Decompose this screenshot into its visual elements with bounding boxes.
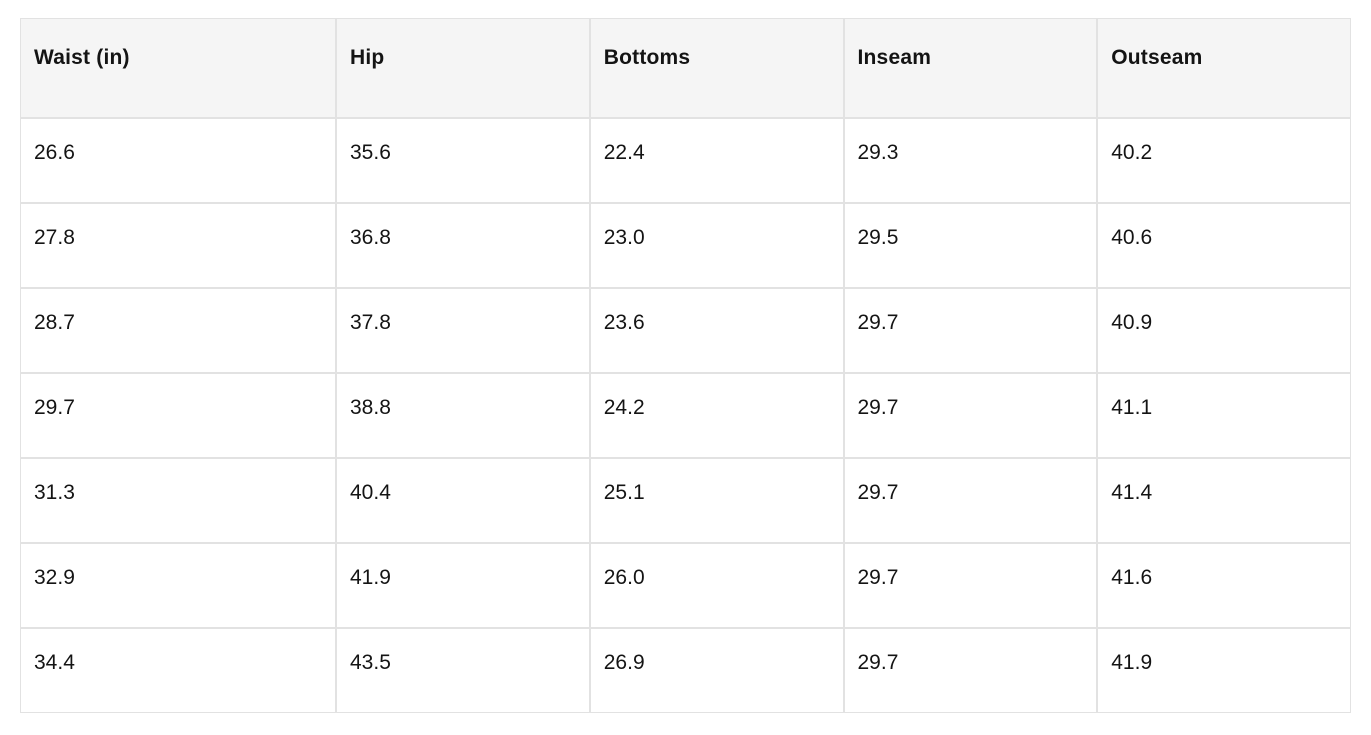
column-header: Hip [336, 18, 590, 118]
table-cell: 28.7 [20, 288, 336, 373]
table-cell: 31.3 [20, 458, 336, 543]
table-row: 31.3 40.4 25.1 29.7 41.4 [20, 458, 1351, 543]
column-header: Outseam [1097, 18, 1351, 118]
table-cell: 38.8 [336, 373, 590, 458]
table-row: 34.4 43.5 26.9 29.7 41.9 [20, 628, 1351, 713]
table-cell: 27.8 [20, 203, 336, 288]
table-cell: 24.2 [589, 373, 844, 458]
table-row: 28.7 37.8 23.6 29.7 40.9 [20, 288, 1351, 373]
column-header: Inseam [843, 18, 1098, 118]
table-cell: 41.9 [1097, 628, 1351, 713]
table-cell: 22.4 [589, 118, 844, 203]
table-row: 32.9 41.9 26.0 29.7 41.6 [20, 543, 1351, 628]
table-header: Waist (in) Hip Bottoms Inseam Outseam [20, 18, 1351, 118]
table-cell: 40.6 [1097, 203, 1351, 288]
table-cell: 41.6 [1097, 543, 1351, 628]
table-cell: 40.4 [336, 458, 590, 543]
table-body: 26.6 35.6 22.4 29.3 40.2 27.8 36.8 23.0 29.5 40.6… [20, 118, 1351, 713]
table-row: 29.7 38.8 24.2 29.7 41.1 [20, 373, 1351, 458]
table-cell: 29.7 [843, 458, 1098, 543]
table-cell: 32.9 [20, 543, 336, 628]
table-cell: 41.1 [1097, 373, 1351, 458]
header-row: Waist (in) Hip Bottoms Inseam Outseam [20, 18, 1351, 118]
table-cell: 23.0 [589, 203, 844, 288]
table-cell: 34.4 [20, 628, 336, 713]
table-cell: 25.1 [589, 458, 844, 543]
table-cell: 26.0 [589, 543, 844, 628]
size-chart-container: Waist (in) Hip Bottoms Inseam Outseam 26.6 35… [20, 18, 1351, 713]
table-cell: 40.9 [1097, 288, 1351, 373]
table-cell: 41.4 [1097, 458, 1351, 543]
column-header: Waist (in) [20, 18, 336, 118]
table-cell: 29.7 [843, 288, 1098, 373]
table-cell: 29.7 [843, 373, 1098, 458]
table-cell: 29.7 [843, 628, 1098, 713]
table-cell: 43.5 [336, 628, 590, 713]
table-cell: 35.6 [336, 118, 590, 203]
table-cell: 29.5 [843, 203, 1098, 288]
table-cell: 29.7 [20, 373, 336, 458]
table-cell: 41.9 [336, 543, 590, 628]
table-cell: 29.3 [843, 118, 1098, 203]
table-cell: 26.6 [20, 118, 336, 203]
table-cell: 36.8 [336, 203, 590, 288]
size-chart-table: Waist (in) Hip Bottoms Inseam Outseam 26.6 35… [20, 18, 1351, 713]
table-cell: 26.9 [589, 628, 844, 713]
column-header: Bottoms [589, 18, 844, 118]
table-row: 26.6 35.6 22.4 29.3 40.2 [20, 118, 1351, 203]
table-cell: 23.6 [589, 288, 844, 373]
table-row: 27.8 36.8 23.0 29.5 40.6 [20, 203, 1351, 288]
table-cell: 29.7 [843, 543, 1098, 628]
table-cell: 37.8 [336, 288, 590, 373]
table-cell: 40.2 [1097, 118, 1351, 203]
